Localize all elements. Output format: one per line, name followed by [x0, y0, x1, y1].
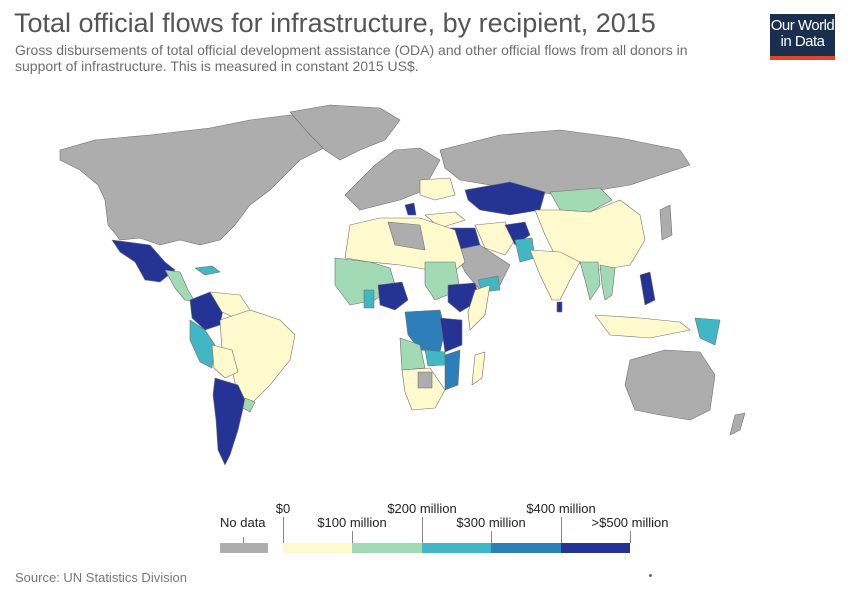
region-mongolia[interactable] [549, 187, 613, 213]
region-png[interactable] [694, 317, 721, 346]
legend-tick-100m [352, 531, 353, 543]
region-madagascar[interactable] [471, 351, 486, 386]
owid-logo[interactable]: Our World in Data [770, 14, 835, 60]
logo-line-1: Our World [770, 17, 835, 34]
legend-no-data-label: No data [220, 515, 266, 530]
region-afghanistan[interactable] [504, 221, 531, 246]
region-bolivia[interactable] [211, 344, 239, 379]
footer-dot [649, 574, 652, 577]
region-myanmar[interactable] [579, 261, 601, 301]
legend-label-500m: >$500 million [591, 515, 669, 530]
legend-label-300m: $300 million [456, 515, 526, 530]
chart-subtitle: Gross disbursements of total official de… [15, 42, 688, 74]
legend-bin-4[interactable] [491, 543, 561, 553]
legend-tick-300m [491, 531, 492, 543]
legend-bin-1[interactable] [283, 543, 352, 553]
region-southern-africa[interactable] [401, 367, 446, 411]
region-japan[interactable] [659, 204, 673, 241]
legend-no-data-tick [243, 537, 244, 543]
region-north-america[interactable] [59, 114, 346, 246]
world-map[interactable] [0, 100, 850, 490]
region-sri-lanka[interactable] [556, 301, 563, 313]
region-uruguay[interactable] [242, 397, 256, 413]
region-ukraine[interactable] [419, 177, 456, 201]
legend-tick-500m [630, 531, 631, 543]
region-argentina[interactable] [212, 377, 246, 466]
region-vietnam[interactable] [599, 264, 616, 301]
region-russia[interactable] [439, 129, 691, 196]
region-peru[interactable] [189, 319, 216, 369]
logo-line-2: in Data [780, 33, 825, 50]
region-libya[interactable] [387, 221, 426, 251]
legend-tick-400m [561, 517, 562, 543]
legend-label-0: $0 [275, 501, 291, 516]
region-balkans[interactable] [404, 202, 417, 216]
region-kazakhstan[interactable] [464, 181, 546, 216]
region-ghana[interactable] [363, 289, 375, 309]
legend-label-400m: $400 million [526, 501, 596, 516]
region-iran[interactable] [474, 221, 516, 256]
region-mozambique[interactable] [444, 349, 461, 391]
legend-tick-0 [283, 517, 284, 543]
region-caribbean[interactable] [194, 265, 221, 276]
region-philippines[interactable] [639, 271, 656, 306]
region-nigeria[interactable] [377, 281, 409, 311]
region-central-america[interactable] [164, 269, 196, 303]
region-new-zealand[interactable] [729, 412, 746, 436]
region-botswana[interactable] [417, 371, 433, 389]
legend-bin-2[interactable] [352, 543, 422, 553]
region-zambia[interactable] [424, 349, 446, 367]
region-india[interactable] [529, 249, 581, 301]
region-greenland[interactable] [289, 104, 401, 161]
legend-no-data-swatch [220, 543, 268, 553]
region-europe[interactable] [344, 147, 441, 211]
legend-bin-3[interactable] [422, 543, 491, 553]
legend-bin-5[interactable] [561, 543, 630, 553]
region-australia[interactable] [624, 349, 716, 421]
map-legend: No data $0 $200 million $400 million $10… [0, 495, 850, 565]
region-kenya-tz[interactable] [439, 317, 463, 353]
region-somalia[interactable] [467, 284, 491, 331]
source-note[interactable]: Source: UN Statistics Division [15, 570, 187, 585]
chart-title: Total official flows for infrastructure,… [14, 8, 656, 38]
legend-label-200m: $200 million [387, 501, 457, 516]
region-mexico[interactable] [111, 239, 176, 283]
legend-label-100m: $100 million [317, 515, 387, 530]
region-angola[interactable] [399, 337, 426, 371]
region-indonesia[interactable] [594, 314, 691, 339]
legend-tick-200m [422, 517, 423, 543]
